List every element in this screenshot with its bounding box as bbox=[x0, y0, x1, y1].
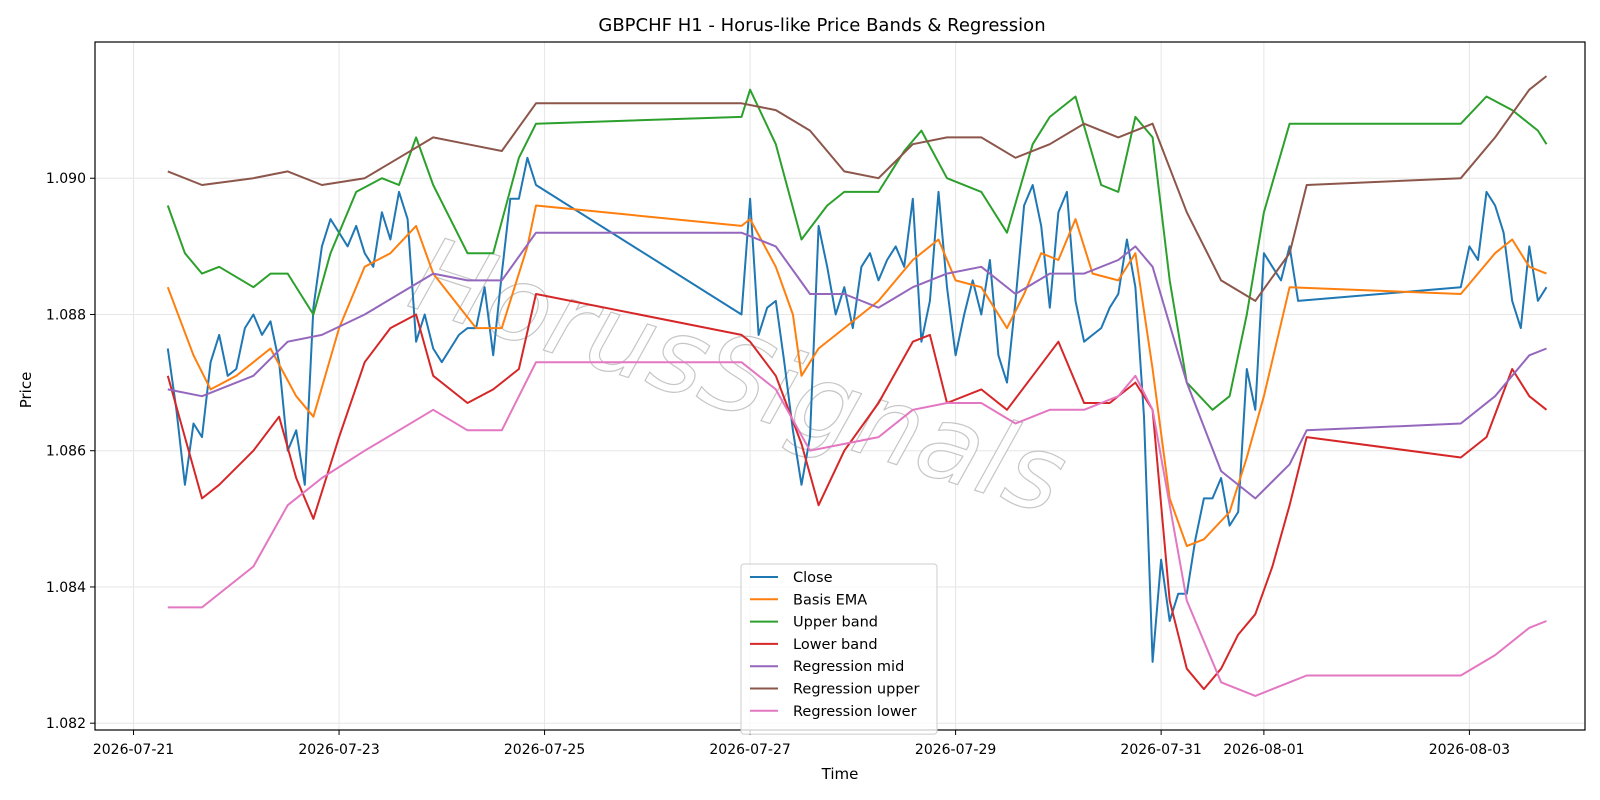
y-tick-label: 1.084 bbox=[46, 580, 86, 596]
y-tick-label: 1.086 bbox=[46, 444, 86, 460]
series-line-upper-band bbox=[166, 88, 1548, 411]
y-tick-label: 1.090 bbox=[46, 171, 86, 187]
watermark: HorusSignals bbox=[397, 212, 1081, 539]
legend: Close Basis EMA Upper band Lower band Regres… bbox=[740, 563, 938, 735]
y-axis-ticks: 1.082 1.084 1.086 1.088 1.090 bbox=[46, 171, 95, 732]
x-axis-ticks: 2026-07-21 2026-07-23 2026-07-25 2026-07-27… bbox=[93, 730, 1510, 758]
series-line-lower-band bbox=[166, 293, 1548, 691]
legend-label-lower-band: Lower band bbox=[793, 637, 878, 653]
legend-label-regression-upper: Regression upper bbox=[793, 682, 919, 698]
series-line-regression-lower bbox=[167, 361, 1547, 697]
y-tick-label: 1.082 bbox=[46, 716, 86, 732]
legend-label-regression-lower: Regression lower bbox=[793, 704, 917, 720]
y-axis-title: Price bbox=[17, 372, 35, 409]
x-axis-title: Time bbox=[821, 765, 859, 783]
series-line-basis-ema bbox=[166, 204, 1547, 548]
x-tick-label: 2026-07-21 bbox=[93, 742, 174, 758]
watermark-text: HorusSignals bbox=[397, 213, 1080, 539]
x-tick-label: 2026-07-31 bbox=[1120, 742, 1201, 758]
series-line-regression-mid bbox=[167, 231, 1547, 500]
x-tick-label: 2026-08-01 bbox=[1223, 742, 1304, 758]
legend-label-regression-mid: Regression mid bbox=[793, 659, 904, 675]
legend-label-close: Close bbox=[793, 570, 833, 586]
x-tick-label: 2026-07-27 bbox=[709, 742, 790, 758]
legend-label-basis-ema: Basis EMA bbox=[793, 592, 867, 608]
x-tick-label: 2026-07-23 bbox=[298, 742, 379, 758]
series-line-regression-upper bbox=[167, 75, 1548, 302]
x-tick-label: 2026-08-03 bbox=[1429, 742, 1510, 758]
chart-title: GBPCHF H1 - Horus-like Price Bands & Reg… bbox=[598, 15, 1045, 36]
legend-label-upper-band: Upper band bbox=[793, 615, 878, 631]
legend-box bbox=[740, 563, 938, 735]
series-lines bbox=[166, 75, 1548, 697]
x-tick-label: 2026-07-25 bbox=[504, 742, 585, 758]
y-tick-label: 1.088 bbox=[46, 307, 86, 323]
x-tick-label: 2026-07-29 bbox=[915, 742, 996, 758]
